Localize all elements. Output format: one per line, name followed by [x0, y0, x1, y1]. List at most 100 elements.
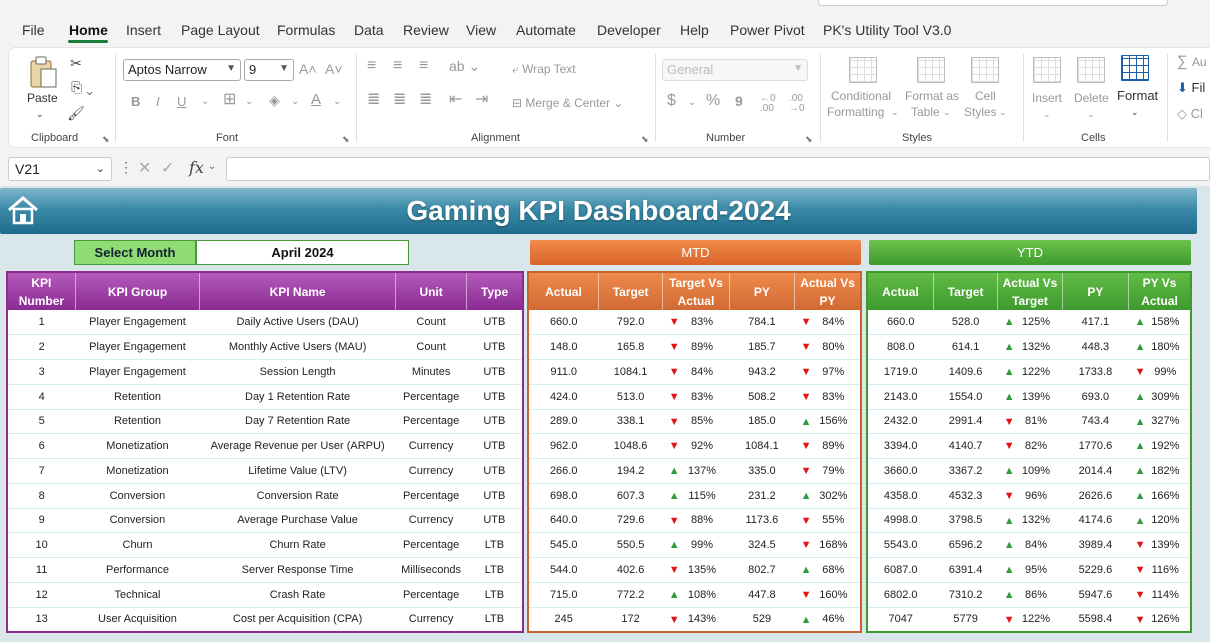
ytd-actual-cell[interactable]: 4998.0 — [867, 508, 934, 534]
unit-cell[interactable]: Currency — [395, 458, 467, 484]
cell-styles-label-1[interactable]: Cell — [975, 89, 996, 103]
kpi-name-cell[interactable]: Churn Rate — [199, 532, 396, 558]
type-cell[interactable]: UTB — [466, 483, 523, 509]
type-cell[interactable]: UTB — [466, 384, 523, 410]
menu-insert[interactable]: Insert — [126, 22, 162, 38]
ytd-py-vs-actual-cell[interactable]: ▲ 192% — [1128, 433, 1191, 459]
ytd-py-vs-actual-cell[interactable]: ▲ 327% — [1128, 409, 1191, 435]
decrease-decimal-icon[interactable]: .00 →0 — [789, 93, 805, 114]
ytd-target-cell[interactable]: 614.1 — [933, 334, 998, 360]
mtd-py-cell[interactable]: 185.0 — [729, 409, 795, 435]
mtd-target-cell[interactable]: 1048.6 — [598, 433, 663, 459]
font-launcher-icon[interactable]: ⬊ — [342, 134, 350, 144]
ytd-actual-vs-target-cell[interactable]: ▼ 122% — [997, 607, 1063, 633]
ytd-actual-cell[interactable]: 1719.0 — [867, 359, 934, 385]
ytd-actual-cell[interactable]: 6802.0 — [867, 582, 934, 608]
format-cells-icon[interactable] — [1121, 55, 1149, 81]
ytd-py-vs-actual-cell[interactable]: ▼ 126% — [1128, 607, 1191, 633]
ytd-actual-vs-target-cell[interactable]: ▼ 82% — [997, 433, 1063, 459]
kpi-number-cell[interactable]: 7 — [7, 458, 76, 484]
mtd-actual-cell[interactable]: 289.0 — [528, 409, 599, 435]
borders-icon[interactable]: ⊞ — [223, 91, 237, 108]
ytd-actual-vs-target-cell[interactable]: ▼ 96% — [997, 483, 1063, 509]
cell-styles-label-2[interactable]: Styles — [964, 105, 997, 119]
menu-utility-tool[interactable]: PK's Utility Tool V3.0 — [823, 22, 952, 38]
decrease-font-icon[interactable]: A˅ — [325, 61, 343, 77]
ytd-py-cell[interactable]: 417.1 — [1062, 310, 1129, 336]
mtd-py-cell[interactable]: 508.2 — [729, 384, 795, 410]
unit-cell[interactable]: Count — [395, 310, 467, 336]
kpi-group-cell[interactable]: User Acquisition — [75, 607, 200, 633]
kpi-name-cell[interactable]: Day 7 Retention Rate — [199, 409, 396, 435]
mtd-actual-cell[interactable]: 148.0 — [528, 334, 599, 360]
insert-cells-label[interactable]: Insert — [1032, 91, 1063, 105]
ytd-actual-cell[interactable]: 4358.0 — [867, 483, 934, 509]
ytd-py-vs-actual-cell[interactable]: ▲ 120% — [1128, 508, 1191, 534]
type-cell[interactable]: UTB — [466, 433, 523, 459]
kpi-group-cell[interactable]: Conversion — [75, 483, 200, 509]
kpi-name-cell[interactable]: Monthly Active Users (MAU) — [199, 334, 396, 360]
kpi-name-cell[interactable]: Day 1 Retention Rate — [199, 384, 396, 410]
ytd-actual-vs-target-cell[interactable]: ▲ 86% — [997, 582, 1063, 608]
type-cell[interactable]: UTB — [466, 310, 523, 336]
ytd-py-cell[interactable]: 743.4 — [1062, 409, 1129, 435]
kpi-group-cell[interactable]: Technical — [75, 582, 200, 608]
mtd-target-cell[interactable]: 165.8 — [598, 334, 663, 360]
type-cell[interactable]: UTB — [466, 359, 523, 385]
kpi-group-cell[interactable]: Performance — [75, 557, 200, 583]
ytd-py-cell[interactable]: 3989.4 — [1062, 532, 1129, 558]
chevron-down-icon[interactable]: ⌄ — [245, 96, 254, 107]
mtd-actual-cell[interactable]: 544.0 — [528, 557, 599, 583]
unit-cell[interactable]: Milliseconds — [395, 557, 467, 583]
mtd-target-cell[interactable]: 729.6 — [598, 508, 663, 534]
kpi-name-cell[interactable]: Server Response Time — [199, 557, 396, 583]
ytd-target-cell[interactable]: 6391.4 — [933, 557, 998, 583]
currency-button[interactable]: $ — [667, 92, 676, 109]
conditional-formatting-label-1[interactable]: Conditional — [831, 89, 892, 103]
mtd-target-cell[interactable]: 513.0 — [598, 384, 663, 410]
paste-icon[interactable] — [27, 54, 59, 90]
mtd-actual-cell[interactable]: 545.0 — [528, 532, 599, 558]
mtd-actual-cell[interactable]: 962.0 — [528, 433, 599, 459]
percent-button[interactable]: % — [706, 92, 721, 109]
align-middle-icon[interactable]: ≡ — [393, 57, 403, 74]
mtd-target-cell[interactable]: 194.2 — [598, 458, 663, 484]
type-cell[interactable]: LTB — [466, 557, 523, 583]
ytd-actual-cell[interactable]: 660.0 — [867, 310, 934, 336]
increase-decimal-icon[interactable]: ←0.00 — [760, 93, 776, 114]
ytd-py-cell[interactable]: 5947.6 — [1062, 582, 1129, 608]
italic-button[interactable]: I — [156, 94, 160, 109]
type-cell[interactable]: LTB — [466, 607, 523, 633]
cancel-icon[interactable]: ✕ — [138, 160, 152, 177]
mtd-target-vs-actual-cell[interactable]: ▲ 115% — [662, 483, 730, 509]
mtd-py-cell[interactable]: 185.7 — [729, 334, 795, 360]
kpi-group-cell[interactable]: Retention — [75, 409, 200, 435]
ytd-actual-cell[interactable]: 3394.0 — [867, 433, 934, 459]
chevron-down-icon[interactable]: ⌄ — [943, 107, 951, 117]
align-center-icon[interactable]: ≣ — [393, 91, 407, 108]
kpi-number-cell[interactable]: 5 — [7, 409, 76, 435]
unit-cell[interactable]: Minutes — [395, 359, 467, 385]
alignment-launcher-icon[interactable]: ⬊ — [641, 134, 649, 144]
mtd-actual-vs-py-cell[interactable]: ▲ 46% — [794, 607, 861, 633]
ytd-actual-cell[interactable]: 6087.0 — [867, 557, 934, 583]
format-as-table-label-1[interactable]: Format as — [905, 89, 960, 103]
mtd-actual-cell[interactable]: 698.0 — [528, 483, 599, 509]
mtd-target-vs-actual-cell[interactable]: ▼ 89% — [662, 334, 730, 360]
mtd-target-cell[interactable]: 1084.1 — [598, 359, 663, 385]
ytd-actual-cell[interactable]: 5543.0 — [867, 532, 934, 558]
unit-cell[interactable]: Percentage — [395, 409, 467, 435]
ytd-actual-vs-target-cell[interactable]: ▲ 132% — [997, 334, 1063, 360]
mtd-target-cell[interactable]: 607.3 — [598, 483, 663, 509]
type-cell[interactable]: UTB — [466, 458, 523, 484]
ytd-actual-cell[interactable]: 3660.0 — [867, 458, 934, 484]
kpi-group-cell[interactable]: Player Engagement — [75, 310, 200, 336]
mtd-actual-vs-py-cell[interactable]: ▲ 302% — [794, 483, 861, 509]
insert-function-button[interactable]: fx — [189, 158, 204, 177]
type-cell[interactable]: UTB — [466, 334, 523, 360]
ytd-actual-cell[interactable]: 2143.0 — [867, 384, 934, 410]
cell-styles-icon[interactable] — [971, 57, 999, 83]
mtd-py-cell[interactable]: 1173.6 — [729, 508, 795, 534]
ytd-actual-vs-target-cell[interactable]: ▲ 95% — [997, 557, 1063, 583]
mtd-actual-cell[interactable]: 660.0 — [528, 310, 599, 336]
